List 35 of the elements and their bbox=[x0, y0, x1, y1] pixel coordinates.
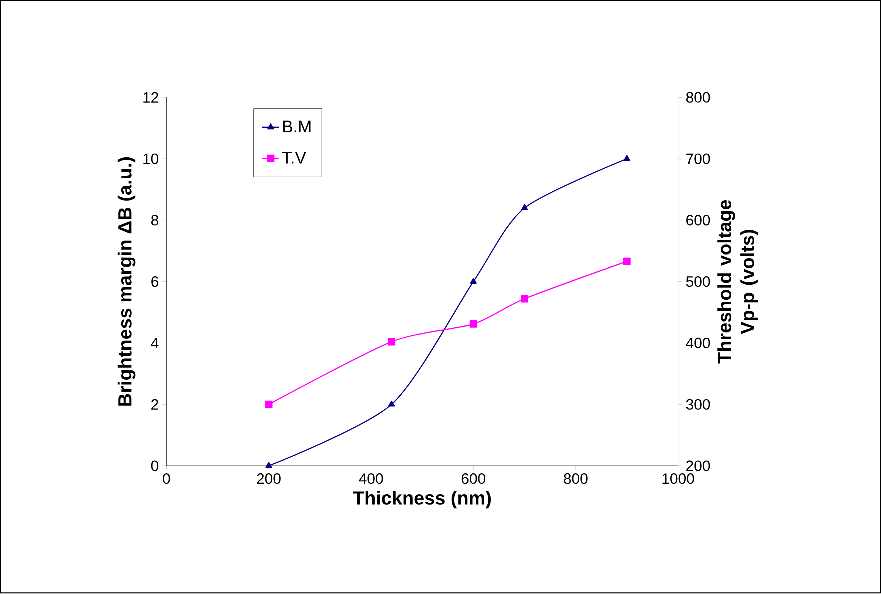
legend-label: T.V bbox=[282, 152, 306, 164]
y2-tick-label: 300 bbox=[686, 399, 710, 410]
point bbox=[470, 320, 478, 328]
y2-tick-label: 200 bbox=[686, 460, 710, 472]
y-tick-label: 0 bbox=[151, 460, 159, 472]
y-tick-label: 4 bbox=[151, 338, 159, 349]
y2-tick-label: 500 bbox=[686, 276, 710, 288]
y2-tick-label: 700 bbox=[686, 154, 710, 164]
y2-tick-label: 600 bbox=[686, 215, 710, 226]
x-tick-label: 800 bbox=[564, 474, 588, 484]
x-axis-title: Thickness (nm) bbox=[353, 491, 492, 509]
x-tick-label: 200 bbox=[257, 474, 281, 484]
x-tick-label: 400 bbox=[359, 474, 384, 484]
y2-tick-label: 400 bbox=[686, 338, 710, 349]
y-tick-label: 10 bbox=[144, 154, 159, 164]
y-tick-label: 6 bbox=[152, 276, 159, 288]
point bbox=[265, 401, 273, 409]
point bbox=[521, 204, 528, 210]
x-tick-label: 600 bbox=[462, 474, 486, 484]
point bbox=[470, 278, 477, 284]
legend-label: B.M bbox=[283, 121, 311, 133]
point bbox=[388, 338, 396, 346]
point bbox=[521, 295, 529, 303]
x-tick-label: 0 bbox=[163, 474, 170, 484]
point bbox=[623, 258, 631, 266]
y-tick-label: 8 bbox=[152, 215, 159, 226]
point bbox=[624, 155, 630, 162]
point bbox=[266, 462, 272, 468]
point bbox=[388, 401, 396, 407]
x-tick-label: 1000 bbox=[662, 474, 694, 484]
y2-axis-title: Threshold voltage Vp-p (volts) bbox=[718, 200, 758, 364]
y-tick-label: 12 bbox=[144, 92, 158, 103]
y-axis-title: Brightness margin ΔB (a.u.) bbox=[118, 158, 136, 406]
y2-tick-label: 800 bbox=[686, 92, 710, 104]
y-tick-label: 2 bbox=[152, 400, 158, 410]
